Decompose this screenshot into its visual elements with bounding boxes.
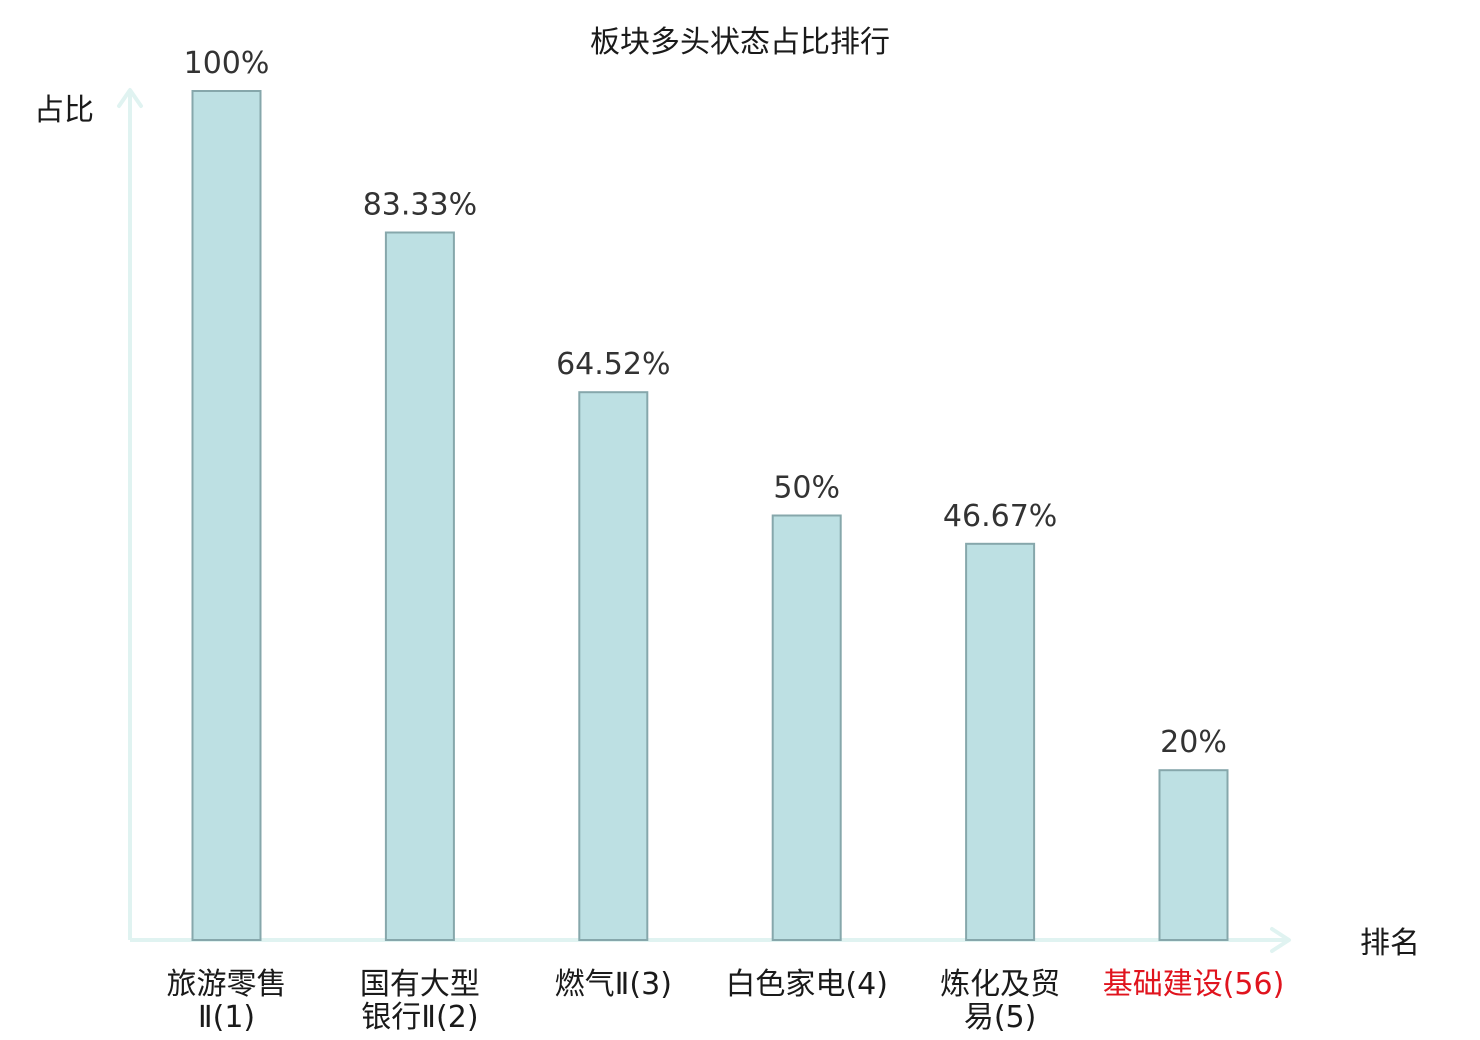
bar-4 [771, 514, 842, 941]
bar-2 [384, 231, 455, 941]
x-axis-label: 排名 [1360, 926, 1420, 961]
value-label-5: 46.67% [943, 499, 1057, 534]
category-labels-group: 旅游零售 Ⅱ(1) 国有大型银行Ⅱ(2) 燃气Ⅱ(3) 白色家电(4) 炼化及贸易(5) 基… [167, 967, 1285, 1035]
category-label-6: 基础建设(56) [1103, 967, 1285, 1002]
category-label-line: 易(5) [964, 1000, 1037, 1035]
value-label-1: 100% [184, 46, 270, 81]
y-axis-label: 占比 [34, 93, 94, 128]
category-label-4: 白色家电(4) [725, 967, 888, 1002]
category-label-3: 燃气Ⅱ(3) [555, 967, 672, 1002]
value-label-3: 64.52% [556, 347, 670, 382]
category-label-line: 银行Ⅱ(2) [361, 1000, 478, 1035]
category-label-2: 国有大型银行Ⅱ(2) [360, 967, 480, 1035]
category-label-line: 燃气Ⅱ(3) [555, 967, 672, 1002]
bar-1 [191, 90, 262, 941]
bar-3 [578, 391, 649, 941]
category-label-5: 炼化及贸易(5) [940, 967, 1060, 1035]
bar-6 [1158, 769, 1229, 942]
value-label-2: 83.33% [363, 188, 477, 223]
category-label-line: 国有大型 [360, 967, 480, 1002]
category-label-line: 白色家电(4) [725, 967, 888, 1002]
x-axis-arrow [1270, 927, 1291, 953]
bars-group [191, 90, 1229, 942]
value-label-4: 50% [773, 471, 840, 506]
axes [117, 88, 1291, 953]
category-label-line: 炼化及贸 [940, 967, 1060, 1002]
category-label-1: 旅游零售 Ⅱ(1) [167, 967, 287, 1035]
bar-5 [965, 542, 1036, 941]
value-labels-group: 100% 83.33% 64.52% 50% 46.67% 20% [184, 46, 1227, 760]
category-label-line: 旅游零售 [167, 967, 287, 1002]
y-axis-arrow [117, 88, 143, 108]
chart-title: 板块多头状态占比排行 [590, 25, 890, 60]
category-label-line: 基础建设(56) [1103, 967, 1285, 1002]
category-label-line: Ⅱ(1) [198, 1000, 255, 1035]
value-label-6: 20% [1160, 725, 1227, 760]
